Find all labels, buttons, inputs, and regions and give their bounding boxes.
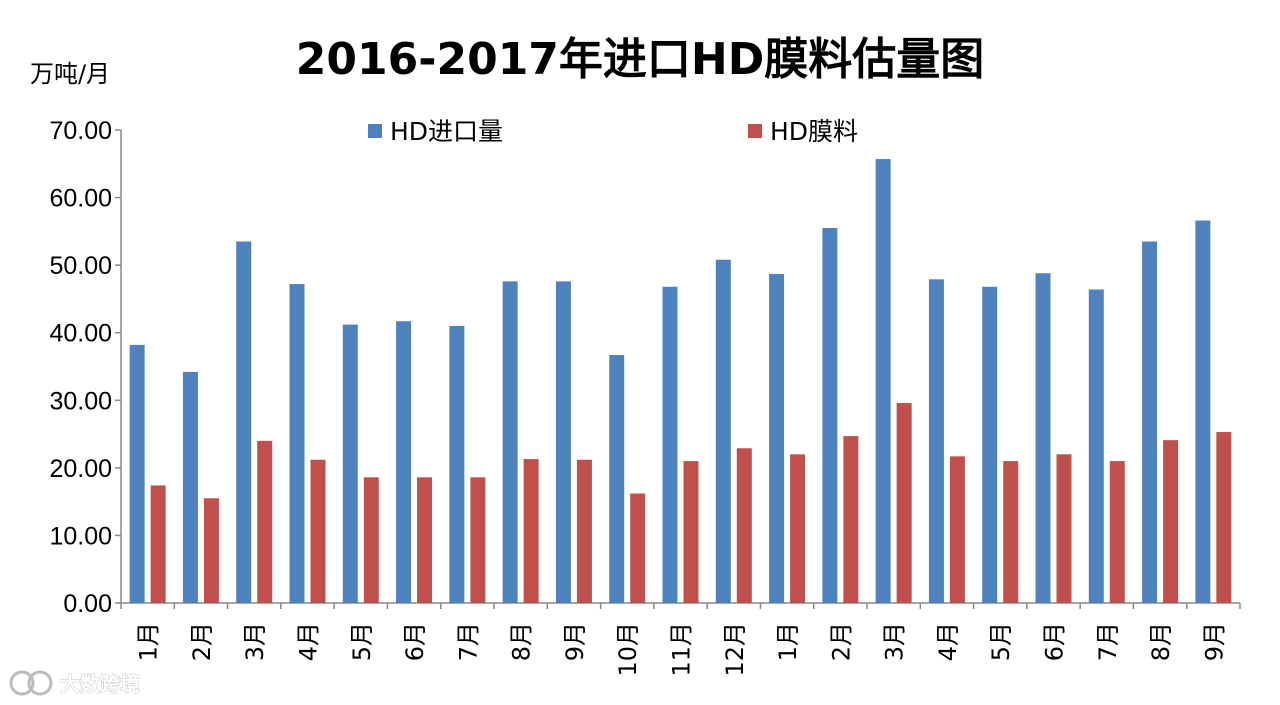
bars — [129, 159, 1232, 603]
x-tick-label: 7月 — [454, 622, 482, 661]
bar-import-volume — [449, 325, 465, 603]
x-tick-label: 8月 — [508, 622, 536, 661]
x-tick-label: 8月 — [1147, 622, 1175, 661]
bar-import-volume — [609, 355, 625, 603]
watermark-text: 大数跨境 — [60, 672, 140, 696]
bar-film-material — [310, 459, 326, 603]
x-tick-label: 6月 — [1041, 622, 1069, 661]
y-tick-label: 10.00 — [49, 522, 112, 550]
bar-film-material — [257, 440, 273, 603]
bar-film-material — [1163, 440, 1179, 603]
bar-import-volume — [715, 259, 731, 603]
y-tick-label: 0.00 — [63, 590, 112, 618]
bar-import-volume — [129, 344, 145, 603]
x-tick-label: 11月 — [668, 622, 696, 677]
x-tick-label: 3月 — [881, 622, 909, 661]
bar-import-volume — [396, 321, 412, 603]
x-tick-label: 5月 — [348, 622, 376, 661]
y-tick-label: 30.00 — [49, 387, 112, 415]
bar-import-volume — [502, 281, 518, 603]
legend: HD进口量 HD膜料 — [368, 117, 858, 146]
x-axis-tick-labels: 1月 2月 3月 4月 5月 6月 7月 8月 9月 10月 11月 12月 1月 2月 3月 4月 5月 6月 7… — [120, 603, 1241, 677]
legend-swatch — [748, 124, 762, 138]
bar-film-material — [1109, 461, 1125, 603]
bar-film-material — [896, 402, 912, 603]
bar-film-material — [736, 448, 752, 603]
bar-import-volume — [236, 241, 252, 603]
bar-film-material — [949, 456, 965, 603]
bar-import-volume — [822, 227, 838, 603]
bar-import-volume — [1195, 220, 1211, 603]
bar-import-volume — [1142, 241, 1158, 603]
brand-logo-icon — [9, 670, 53, 696]
x-tick-label: 9月 — [1200, 622, 1228, 661]
bar-film-material — [1216, 432, 1232, 603]
y-axis-unit-label: 万吨/月 — [30, 60, 110, 88]
watermark: 大数跨境 — [9, 670, 140, 696]
bar-film-material — [1003, 461, 1019, 603]
bar-film-material — [203, 498, 219, 603]
x-tick-label: 9月 — [561, 622, 589, 661]
bar-film-material — [150, 485, 166, 603]
bar-import-volume — [182, 371, 198, 603]
bar-film-material — [843, 436, 859, 603]
x-tick-label: 12月 — [721, 622, 749, 677]
bar-import-volume — [1035, 273, 1051, 603]
bar-film-material — [470, 477, 486, 603]
x-tick-label: 5月 — [987, 622, 1015, 661]
bar-import-volume — [928, 279, 944, 603]
axes — [120, 130, 1240, 604]
bar-film-material — [417, 477, 433, 603]
chart-title: 2016-2017年进口HD膜料估量图 — [296, 34, 985, 85]
bar-film-material — [790, 454, 806, 603]
bar-import-volume — [342, 324, 358, 603]
bar-import-volume — [875, 159, 891, 603]
x-tick-label: 6月 — [401, 622, 429, 661]
bar-film-material — [683, 461, 699, 603]
x-tick-label: 2月 — [188, 622, 216, 661]
bar-film-material — [363, 477, 379, 603]
x-tick-label: 3月 — [241, 622, 269, 661]
y-tick-label: 20.00 — [49, 455, 112, 483]
bar-film-material — [1056, 454, 1072, 603]
y-tick-label: 50.00 — [49, 252, 112, 280]
bar-film-material — [630, 493, 646, 603]
y-tick-label: 40.00 — [49, 320, 112, 348]
legend-label: HD膜料 — [770, 117, 858, 146]
x-tick-label: 4月 — [934, 622, 962, 661]
x-tick-label: 1月 — [774, 622, 802, 661]
y-tick-label: 60.00 — [49, 185, 112, 213]
bar-import-volume — [555, 281, 571, 603]
legend-swatch — [368, 124, 382, 138]
legend-label: HD进口量 — [390, 117, 503, 146]
y-axis-tick-labels: 0.00 10.00 20.00 30.00 40.00 50.00 60.00 70.00 — [49, 117, 121, 618]
bar-import-volume — [662, 286, 678, 603]
bar-film-material — [523, 459, 539, 603]
x-tick-label: 4月 — [295, 622, 323, 661]
bar-film-material — [576, 459, 592, 603]
bar-import-volume — [1088, 289, 1104, 603]
y-tick-label: 70.00 — [49, 117, 112, 145]
x-tick-label: 7月 — [1094, 622, 1122, 661]
x-tick-label: 1月 — [135, 622, 163, 661]
bar-import-volume — [982, 286, 998, 603]
bar-import-volume — [289, 284, 305, 603]
x-tick-label: 10月 — [614, 622, 642, 677]
bar-import-volume — [769, 273, 785, 603]
x-tick-label: 2月 — [827, 622, 855, 661]
